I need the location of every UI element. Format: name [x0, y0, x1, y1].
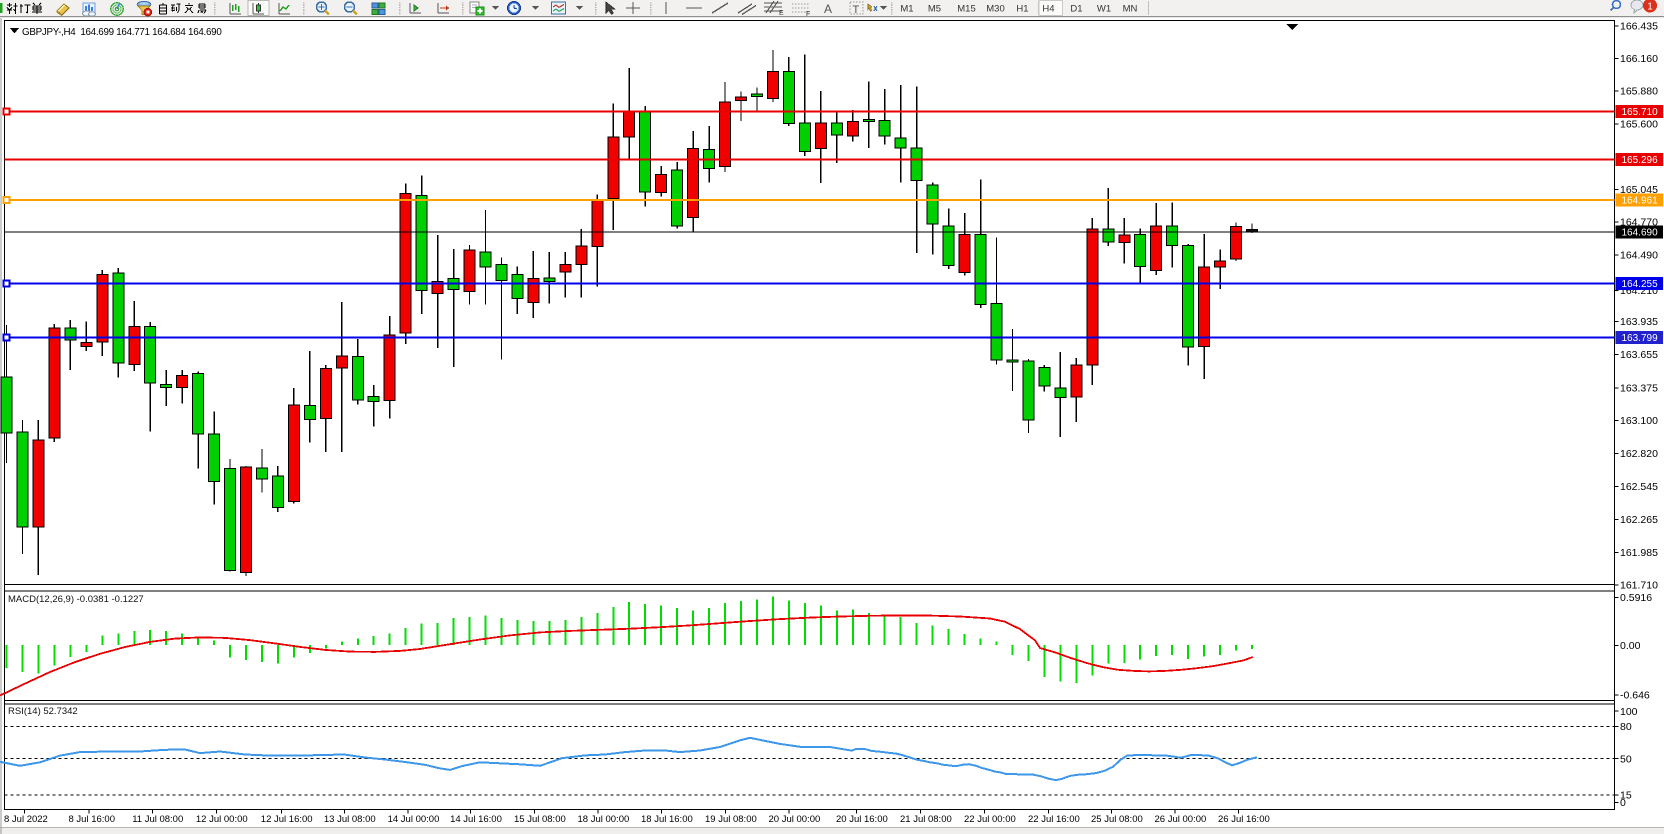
svg-text:163.799: 163.799: [1622, 333, 1659, 344]
svg-text:H1: H1: [1016, 4, 1028, 15]
svg-text:W1: W1: [1097, 4, 1111, 15]
svg-text:15: 15: [1620, 790, 1632, 802]
svg-text:M30: M30: [986, 4, 1004, 15]
svg-text:20 Jul 16:00: 20 Jul 16:00: [836, 814, 888, 825]
svg-text:8 Jul 2022: 8 Jul 2022: [4, 814, 48, 825]
svg-text:12 Jul 00:00: 12 Jul 00:00: [196, 814, 248, 825]
svg-text:8 Jul 16:00: 8 Jul 16:00: [69, 814, 115, 825]
svg-text:165.880: 165.880: [1620, 86, 1658, 98]
svg-text:166.160: 166.160: [1620, 53, 1658, 65]
svg-text:163.655: 163.655: [1620, 349, 1658, 361]
svg-text:14 Jul 16:00: 14 Jul 16:00: [450, 814, 502, 825]
svg-text:165.600: 165.600: [1620, 119, 1658, 131]
svg-text:163.375: 163.375: [1620, 383, 1658, 395]
svg-text:M5: M5: [928, 4, 941, 15]
svg-text:50: 50: [1620, 753, 1632, 765]
svg-text:163.100: 163.100: [1620, 415, 1658, 427]
svg-text:0: 0: [1620, 797, 1626, 809]
svg-text:162.545: 162.545: [1620, 481, 1658, 493]
svg-text:E: E: [779, 10, 784, 17]
svg-text:25 Jul 08:00: 25 Jul 08:00: [1091, 814, 1143, 825]
svg-text:1: 1: [1647, 2, 1653, 13]
svg-text:26 Jul 00:00: 26 Jul 00:00: [1155, 814, 1207, 825]
svg-text:161.985: 161.985: [1620, 547, 1658, 559]
svg-text:MN: MN: [1123, 4, 1138, 15]
svg-text:18 Jul 00:00: 18 Jul 00:00: [578, 814, 630, 825]
svg-text:26 Jul 16:00: 26 Jul 16:00: [1218, 814, 1270, 825]
svg-text:20 Jul 00:00: 20 Jul 00:00: [769, 814, 821, 825]
svg-text:162.265: 162.265: [1620, 514, 1658, 526]
svg-text:T: T: [853, 4, 860, 16]
svg-text:12 Jul 16:00: 12 Jul 16:00: [261, 814, 313, 825]
svg-text:A: A: [824, 2, 832, 16]
svg-text:H4: H4: [1042, 4, 1054, 15]
svg-text:13 Jul 08:00: 13 Jul 08:00: [324, 814, 376, 825]
svg-text:164.690: 164.690: [1622, 228, 1659, 239]
svg-text:165.045: 165.045: [1620, 184, 1658, 196]
svg-text:165.710: 165.710: [1622, 107, 1659, 118]
svg-text:D1: D1: [1070, 4, 1082, 15]
svg-text:161.710: 161.710: [1620, 580, 1658, 592]
svg-text:0.00: 0.00: [1620, 640, 1641, 652]
svg-text:-0.646: -0.646: [1620, 690, 1650, 702]
svg-text:162.820: 162.820: [1620, 448, 1658, 460]
svg-text:164.255: 164.255: [1622, 279, 1659, 290]
svg-text:21 Jul 08:00: 21 Jul 08:00: [900, 814, 952, 825]
svg-text:80: 80: [1620, 721, 1632, 733]
svg-text:MACD(12,26,9) -0.0381 -0.1227: MACD(12,26,9) -0.0381 -0.1227: [8, 594, 144, 605]
svg-text:GBPJPY-,H4 164.699 164.771 16: GBPJPY-,H4 164.699 164.771 164.684 164.6…: [22, 27, 222, 38]
svg-text:0.5916: 0.5916: [1620, 592, 1652, 604]
svg-text:163.935: 163.935: [1620, 316, 1658, 328]
svg-text:164.961: 164.961: [1622, 196, 1659, 207]
svg-text:22 Jul 00:00: 22 Jul 00:00: [964, 814, 1016, 825]
svg-text:165.296: 165.296: [1622, 155, 1659, 166]
svg-text:22 Jul 16:00: 22 Jul 16:00: [1028, 814, 1080, 825]
svg-text:M1: M1: [900, 4, 913, 15]
svg-text:F: F: [806, 11, 810, 18]
svg-text:RSI(14) 52.7342: RSI(14) 52.7342: [8, 706, 78, 717]
svg-text:M15: M15: [957, 4, 975, 15]
svg-text:164.490: 164.490: [1620, 250, 1658, 262]
svg-text:14 Jul 00:00: 14 Jul 00:00: [388, 814, 440, 825]
svg-text:15 Jul 08:00: 15 Jul 08:00: [514, 814, 566, 825]
svg-text:166.435: 166.435: [1620, 21, 1658, 33]
svg-text:19 Jul 08:00: 19 Jul 08:00: [705, 814, 757, 825]
svg-text:11 Jul 08:00: 11 Jul 08:00: [132, 814, 183, 825]
svg-text:100: 100: [1620, 706, 1638, 718]
svg-text:18 Jul 16:00: 18 Jul 16:00: [641, 814, 693, 825]
